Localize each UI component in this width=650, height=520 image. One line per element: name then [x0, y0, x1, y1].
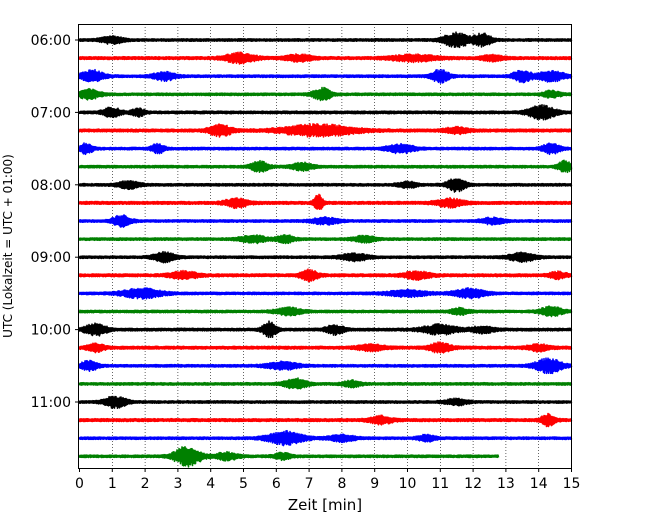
seismogram-trace [78, 287, 573, 300]
x-tick-label: 12 [464, 476, 482, 492]
seismogram-trace [78, 103, 573, 121]
seismogram-trace [78, 31, 573, 49]
trace-lines [78, 31, 573, 468]
seismogram-trace [78, 214, 573, 228]
seismogram-trace [78, 341, 573, 354]
x-tick-label: 11 [431, 476, 449, 492]
seismogram-trace [78, 178, 573, 193]
seismogram-trace [78, 233, 573, 245]
seismogram-trace [78, 193, 573, 211]
x-tick-label: 10 [399, 476, 417, 492]
seismogram-trace [78, 86, 573, 102]
x-tick-label: 9 [370, 476, 379, 492]
seismogram-trace [78, 412, 573, 428]
seismogram-trace [78, 142, 573, 156]
x-ticks: 0 1 2 3 4 5 6 7 8 9 10 11 12 13 14 15 [75, 468, 580, 492]
x-tick-label: 1 [108, 476, 117, 492]
x-tick-label: 3 [173, 476, 182, 492]
seismogram-trace [78, 122, 573, 138]
x-tick-label: 6 [272, 476, 281, 492]
seismogram-trace [78, 320, 573, 339]
plot-frame [78, 24, 572, 469]
seismogram-trace [78, 377, 573, 390]
seismogram-trace [78, 357, 573, 375]
seismogram-trace [78, 305, 573, 318]
x-tick-label: 8 [337, 476, 346, 492]
seismogram-trace [78, 68, 573, 84]
y-axis-label: UTC (Lokalzeit = UTC + 01:00) [1, 154, 15, 338]
x-tick-label: 14 [530, 476, 548, 492]
y-tick-label: 09:00 [31, 250, 71, 266]
x-tick-label: 5 [239, 476, 248, 492]
x-axis-label: Zeit [min] [288, 496, 362, 514]
seismogram-trace [78, 159, 573, 174]
y-tick-label: 07:00 [31, 105, 71, 121]
x-tick-label: 4 [206, 476, 215, 492]
x-tick-label: 2 [141, 476, 150, 492]
seismogram-trace [78, 250, 573, 264]
seismogram-trace [78, 445, 500, 468]
x-tick-label: 15 [563, 476, 581, 492]
x-tick-label: 13 [497, 476, 515, 492]
y-tick-label: 08:00 [31, 178, 71, 194]
y-tick-label: 10:00 [31, 323, 71, 339]
y-ticks: 06:00 07:00 08:00 09:00 10:00 11:00 [31, 33, 79, 411]
seismogram-trace [78, 395, 573, 410]
y-tick-label: 06:00 [31, 33, 71, 49]
x-tick-label: 0 [75, 476, 84, 492]
seismogram-trace [78, 268, 573, 283]
y-tick-label: 11:00 [31, 395, 71, 411]
grid-lines [112, 24, 540, 468]
seismogram-trace [78, 51, 573, 65]
x-tick-label: 7 [305, 476, 314, 492]
seismogram-trace [78, 429, 573, 447]
